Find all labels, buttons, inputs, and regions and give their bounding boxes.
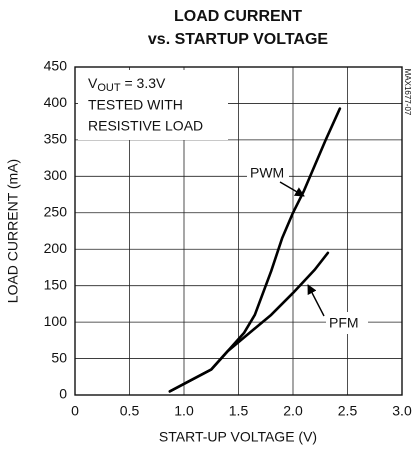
annotation-line: TESTED WITH — [88, 97, 183, 113]
x-tick-label: 0.5 — [120, 403, 140, 419]
y-tick-label: 100 — [44, 313, 68, 329]
x-tick-label: 3.0 — [392, 403, 412, 419]
series-line — [168, 107, 342, 393]
y-tick-label: 50 — [51, 349, 67, 365]
y-tick-label: 0 — [59, 386, 67, 402]
y-tick-label: 450 — [44, 58, 68, 74]
chart-title: LOAD CURRENT — [174, 8, 302, 25]
annotation-symbol: V — [88, 75, 98, 91]
annotation-line: RESISTIVE LOAD — [88, 118, 203, 134]
series-line — [168, 251, 330, 393]
x-tick-label: 2.0 — [283, 403, 303, 419]
plot-frame — [74, 66, 403, 396]
x-tick-label: 1.5 — [229, 403, 249, 419]
label-bg — [326, 312, 368, 334]
y-tick-label: 150 — [44, 276, 68, 292]
annotation: VOUT = 3.3V — [88, 75, 166, 94]
y-tick-label: 250 — [44, 203, 68, 219]
series-label: PFM — [329, 315, 359, 331]
y-tick-label: 200 — [44, 240, 68, 256]
label-bg — [247, 162, 289, 184]
y-tick-label: 300 — [44, 167, 68, 183]
annotation-text: = 3.3V — [121, 75, 166, 91]
series-label: PWM — [250, 165, 284, 181]
annotation-subscript: OUT — [97, 82, 121, 94]
leader-arrow — [307, 284, 325, 317]
side-label: MAX1677-07 — [403, 69, 412, 116]
leader-arrow — [279, 181, 305, 197]
x-axis-label: START-UP VOLTAGE (V) — [159, 429, 317, 445]
x-tick-label: 1.0 — [174, 403, 194, 419]
annotation-bg — [78, 70, 228, 140]
x-tick-label: 2.5 — [338, 403, 358, 419]
x-tick-label: 0 — [71, 403, 79, 419]
y-tick-label: 350 — [44, 131, 68, 147]
chart-title: vs. STARTUP VOLTAGE — [148, 31, 329, 48]
y-tick-label: 400 — [44, 94, 68, 110]
y-axis-label: LOAD CURRENT (mA) — [5, 159, 21, 303]
